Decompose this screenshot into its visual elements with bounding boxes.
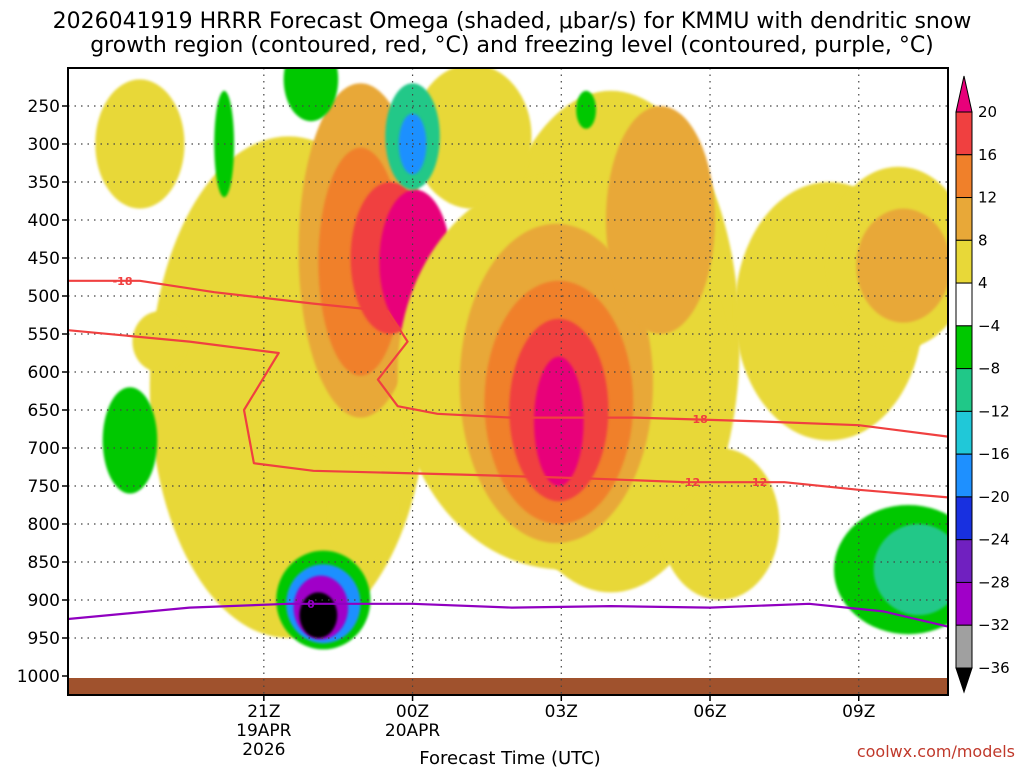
y-tick-label-300: 300 bbox=[28, 135, 60, 155]
colorbar-label-7: −12 bbox=[978, 402, 1010, 420]
contour-line-2 bbox=[68, 602, 948, 628]
y-tick-label-450: 450 bbox=[28, 249, 60, 269]
colorbar-label-10: −24 bbox=[978, 531, 1010, 549]
colorbar-swatch-6 bbox=[955, 325, 973, 370]
grid-lines bbox=[68, 68, 948, 695]
colorbar-swatch-2 bbox=[955, 154, 973, 199]
colorbar-swatch-10 bbox=[955, 496, 973, 541]
omega-region-13 bbox=[873, 524, 948, 616]
colorbar-label-12: −32 bbox=[978, 616, 1010, 634]
omega-region-base-6 bbox=[328, 455, 398, 562]
x-tick-label-00Z: 00Z bbox=[396, 702, 429, 722]
colorbar-label-9: −20 bbox=[978, 488, 1010, 506]
colorbar-label-11: −28 bbox=[978, 573, 1010, 591]
y-tick-label-350: 350 bbox=[28, 173, 60, 193]
contour-label-1: -12 bbox=[680, 476, 700, 489]
colorbar-label-13: −36 bbox=[978, 659, 1010, 677]
colorbar: 20 16 12 8 4 −4 −8 −12 −16 −20 −24 −28 −32 −36 bbox=[955, 75, 1010, 694]
x-tick-label-21Z: 21Z bbox=[247, 702, 280, 722]
colorbar-label-2: 12 bbox=[978, 189, 997, 207]
y-tick-label-900: 900 bbox=[28, 591, 60, 611]
contour-label-2: 0 bbox=[307, 598, 315, 611]
colorbar-swatch-12 bbox=[955, 581, 973, 626]
colorbar-label-8: −16 bbox=[978, 445, 1010, 463]
colorbar-swatch-3 bbox=[955, 197, 973, 241]
contour-label-0: -18 bbox=[113, 275, 133, 288]
omega-region-green-0 bbox=[102, 387, 158, 494]
x-tick-date-21Z: 19APR bbox=[236, 721, 292, 741]
y-tick-label-850: 850 bbox=[28, 553, 60, 573]
contour-extra-label-1: 12 bbox=[752, 476, 767, 489]
colorbar-bottom-arrow bbox=[955, 667, 973, 694]
x-tick-label-09Z: 09Z bbox=[842, 702, 875, 722]
colorbar-top-arrow bbox=[955, 75, 973, 113]
colorbar-swatch-9 bbox=[955, 453, 973, 498]
contour-line-1 bbox=[68, 329, 948, 499]
y-tick-label-250: 250 bbox=[28, 97, 60, 117]
y-tick-label-950: 950 bbox=[28, 629, 60, 649]
y-axis: 250 300 350 400 450 500 550 600 650 700 750 800 850 9… bbox=[17, 97, 68, 687]
chart-title-line2: growth region (contoured, red, °C) and f… bbox=[90, 33, 934, 58]
colorbar-label-5: −4 bbox=[978, 317, 1000, 335]
plot-frame bbox=[67, 67, 949, 696]
y-tick-label-500: 500 bbox=[28, 287, 60, 307]
omega-region-8 bbox=[534, 356, 584, 486]
colorbar-swatch-13 bbox=[955, 624, 973, 669]
colorbar-swatch-4 bbox=[955, 239, 973, 284]
colorbar-swatch-11 bbox=[955, 539, 973, 583]
contour-line-0 bbox=[68, 279, 948, 438]
y-tick-label-550: 550 bbox=[28, 325, 60, 345]
x-axis-label: Forecast Time (UTC) bbox=[419, 748, 600, 768]
y-tick-label-400: 400 bbox=[28, 211, 60, 231]
omega-region-20 bbox=[283, 68, 339, 122]
omega-region-11 bbox=[856, 208, 948, 323]
omega-shading bbox=[95, 68, 948, 650]
colorbar-swatch-5 bbox=[955, 282, 973, 327]
x-tick-label-03Z: 03Z bbox=[545, 702, 578, 722]
temperature-contours: -18 -12 0 18 12 bbox=[68, 275, 948, 628]
y-tick-label-1000: 1000 bbox=[17, 667, 60, 687]
omega-region-green-2 bbox=[576, 90, 597, 129]
colorbar-swatch-1 bbox=[955, 111, 973, 156]
y-tick-label-750: 750 bbox=[28, 477, 60, 497]
x-tick-year-21Z: 2026 bbox=[242, 740, 285, 760]
y-tick-label-650: 650 bbox=[28, 401, 60, 421]
colorbar-swatch-8 bbox=[955, 410, 973, 455]
x-tick-label-06Z: 06Z bbox=[693, 702, 726, 722]
y-tick-label-600: 600 bbox=[28, 363, 60, 383]
colorbar-label-1: 16 bbox=[978, 146, 997, 164]
colorbar-label-4: 4 bbox=[978, 274, 988, 292]
x-tick-date-00Z: 20APR bbox=[385, 721, 441, 741]
contour-extra-label-0: 18 bbox=[692, 413, 707, 426]
omega-region-base-8 bbox=[132, 311, 187, 372]
credit-text: coolwx.com/models bbox=[857, 742, 1015, 761]
colorbar-label-6: −8 bbox=[978, 360, 1000, 378]
ground-bar bbox=[68, 678, 948, 695]
colorbar-swatch-7 bbox=[955, 368, 973, 412]
y-tick-label-700: 700 bbox=[28, 439, 60, 459]
y-tick-label-800: 800 bbox=[28, 515, 60, 535]
colorbar-label-0: 20 bbox=[978, 103, 997, 121]
colorbar-label-3: 8 bbox=[978, 231, 988, 249]
omega-region-base-5 bbox=[412, 68, 532, 209]
chart-title-line1: 2026041919 HRRR Forecast Omega (shaded, … bbox=[53, 9, 972, 34]
